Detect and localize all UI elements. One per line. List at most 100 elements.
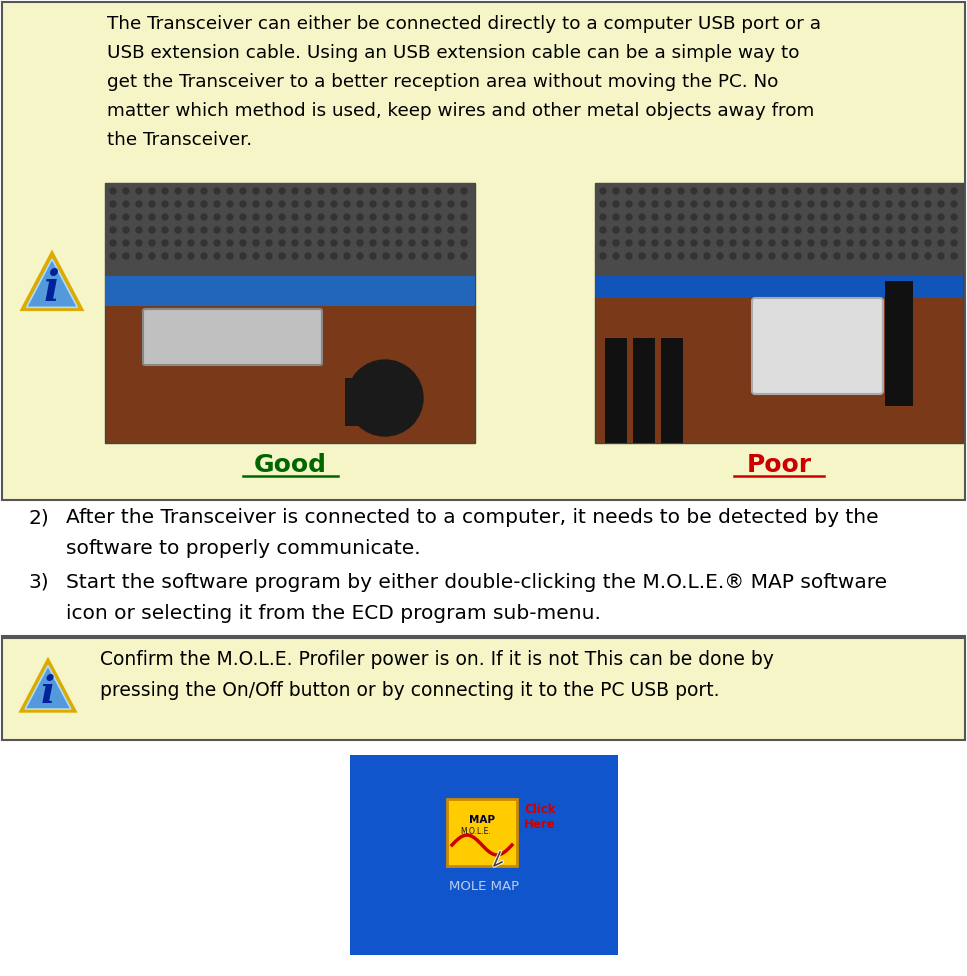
Circle shape [834,227,840,233]
Circle shape [899,201,905,207]
Circle shape [396,188,402,194]
Circle shape [162,188,168,194]
Circle shape [613,214,619,220]
Circle shape [925,188,931,194]
Circle shape [678,188,684,194]
Circle shape [409,240,415,246]
Circle shape [227,188,233,194]
Circle shape [344,214,350,220]
Circle shape [743,214,749,220]
Circle shape [318,188,324,194]
Circle shape [639,214,645,220]
Circle shape [704,188,710,194]
Circle shape [318,240,324,246]
Circle shape [847,240,853,246]
Circle shape [691,253,697,259]
Circle shape [357,214,363,220]
Circle shape [162,201,168,207]
Circle shape [149,227,155,233]
Circle shape [123,201,129,207]
Circle shape [860,240,866,246]
Circle shape [912,214,918,220]
Circle shape [123,188,129,194]
Circle shape [123,240,129,246]
Circle shape [188,188,194,194]
Circle shape [873,188,879,194]
Circle shape [279,240,285,246]
Circle shape [435,188,441,194]
Circle shape [756,214,762,220]
Circle shape [769,227,775,233]
Circle shape [266,253,272,259]
Circle shape [756,201,762,207]
Circle shape [136,240,142,246]
Circle shape [240,240,246,246]
Circle shape [821,188,827,194]
Circle shape [821,201,827,207]
Circle shape [600,240,606,246]
Circle shape [730,201,736,207]
Circle shape [240,227,246,233]
Circle shape [704,201,710,207]
Circle shape [370,214,376,220]
Circle shape [201,214,207,220]
Circle shape [938,188,944,194]
Circle shape [730,188,736,194]
Circle shape [626,240,632,246]
Circle shape [925,214,931,220]
Circle shape [409,214,415,220]
Circle shape [383,253,389,259]
FancyBboxPatch shape [2,638,965,740]
Circle shape [899,214,905,220]
Circle shape [613,201,619,207]
Circle shape [253,188,259,194]
Circle shape [600,214,606,220]
Circle shape [318,201,324,207]
Circle shape [600,201,606,207]
Circle shape [912,227,918,233]
Circle shape [821,253,827,259]
Circle shape [305,201,311,207]
Circle shape [626,227,632,233]
Circle shape [331,201,337,207]
Circle shape [149,188,155,194]
Circle shape [847,227,853,233]
Circle shape [253,253,259,259]
Circle shape [370,201,376,207]
Circle shape [292,253,298,259]
Circle shape [600,188,606,194]
Circle shape [639,201,645,207]
Circle shape [626,201,632,207]
Circle shape [370,227,376,233]
Circle shape [435,214,441,220]
FancyBboxPatch shape [105,276,475,306]
Circle shape [149,214,155,220]
Circle shape [422,227,428,233]
Circle shape [305,214,311,220]
Circle shape [678,253,684,259]
Circle shape [435,240,441,246]
Circle shape [396,253,402,259]
Circle shape [795,214,801,220]
Circle shape [652,240,658,246]
Circle shape [691,201,697,207]
Circle shape [227,253,233,259]
Circle shape [227,240,233,246]
Circle shape [665,201,671,207]
Circle shape [435,253,441,259]
Circle shape [743,253,749,259]
Circle shape [704,227,710,233]
Circle shape [704,214,710,220]
Circle shape [665,227,671,233]
Circle shape [292,214,298,220]
Circle shape [136,227,142,233]
Circle shape [951,227,957,233]
Circle shape [240,201,246,207]
Circle shape [652,227,658,233]
Circle shape [435,227,441,233]
Circle shape [422,253,428,259]
Text: Poor: Poor [747,453,811,477]
Text: 2): 2) [28,508,48,527]
Circle shape [370,240,376,246]
FancyBboxPatch shape [345,378,400,426]
